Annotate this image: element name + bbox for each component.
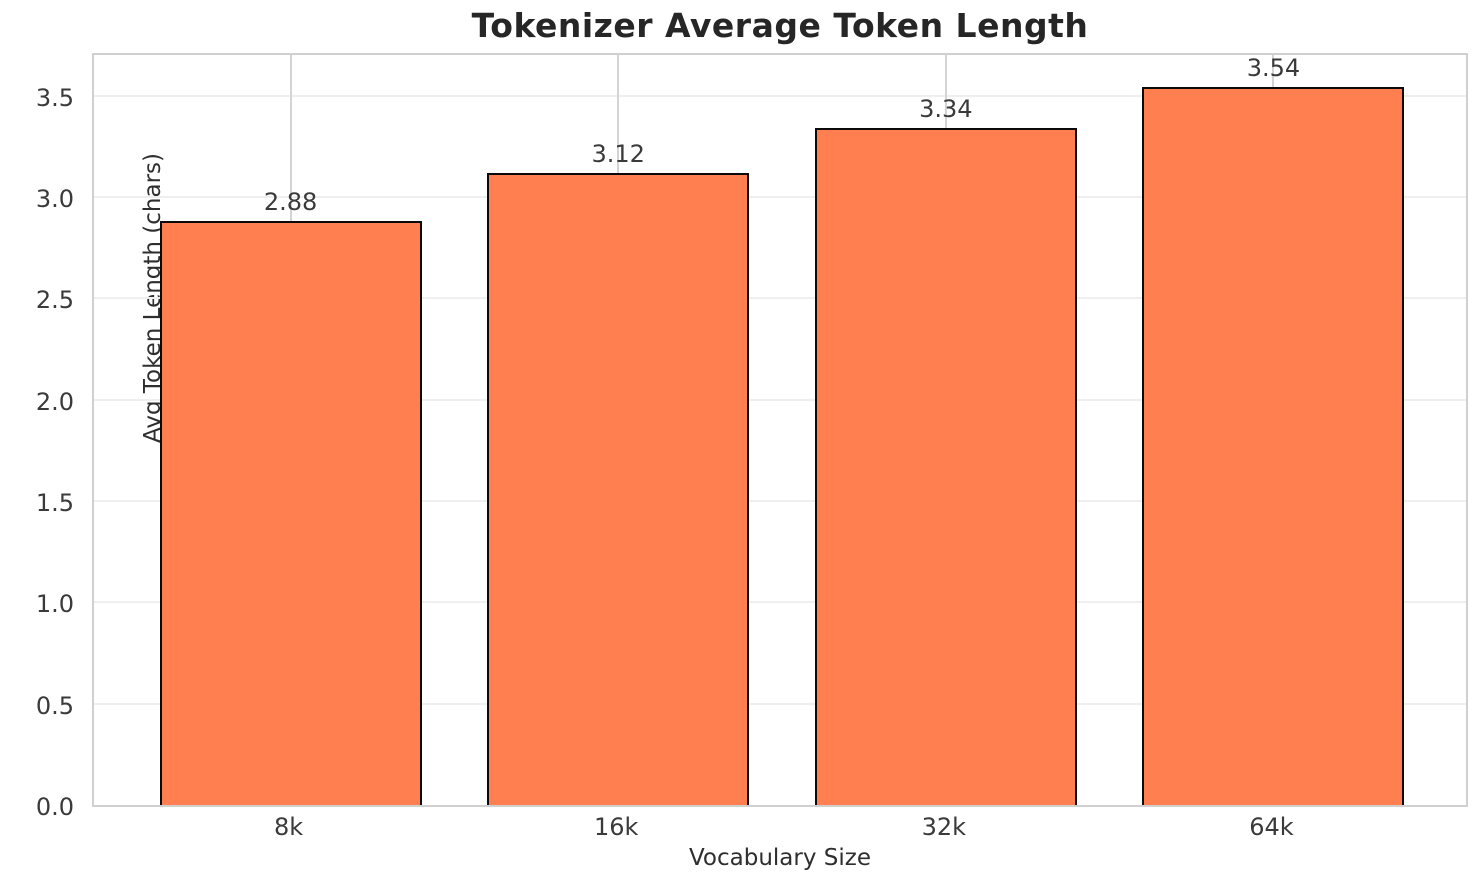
bar-64k xyxy=(1142,87,1405,805)
bar-32k xyxy=(814,128,1077,805)
gridline-y-2.0 xyxy=(94,398,1466,401)
y-tick-label-2.0: 2.0 xyxy=(35,387,74,416)
y-tick-label-1.0: 1.0 xyxy=(35,590,74,619)
bar-value-label-16k: 3.12 xyxy=(591,139,645,168)
gridline-y-2.5 xyxy=(94,297,1466,300)
plot-area: 2.88 3.12 3.34 3.54 xyxy=(92,53,1468,807)
bar-value-label-32k: 3.34 xyxy=(919,95,973,124)
gridline-y-3.5 xyxy=(94,94,1466,97)
y-tick-label-3.0: 3.0 xyxy=(35,184,74,213)
x-axis-label: Vocabulary Size xyxy=(688,845,871,871)
x-tick-label-8k: 8k xyxy=(273,813,304,841)
bar-value-label-64k: 3.54 xyxy=(1246,54,1301,83)
x-tick-label-32k: 32k xyxy=(921,813,967,841)
bar-8k xyxy=(159,221,422,805)
x-tick-label-64k: 64k xyxy=(1249,813,1294,841)
y-tick-label-3.5: 3.5 xyxy=(35,83,74,112)
y-tick-label-0.0: 0.0 xyxy=(35,793,74,821)
x-tick-label-16k: 16k xyxy=(593,813,639,841)
gridline-y-1.0 xyxy=(94,601,1466,604)
gridline-y-0.5 xyxy=(94,702,1466,705)
y-tick-label-0.5: 0.5 xyxy=(35,691,74,720)
y-tick-label-1.5: 1.5 xyxy=(35,488,74,517)
bar-16k xyxy=(487,172,750,805)
y-tick-label-2.5: 2.5 xyxy=(35,286,74,315)
gridline-y-1.5 xyxy=(94,499,1466,502)
gridline-y-3.0 xyxy=(94,195,1466,198)
chart-title: Tokenizer Average Token Length xyxy=(471,6,1089,45)
bar-value-label-8k: 2.88 xyxy=(263,188,318,217)
